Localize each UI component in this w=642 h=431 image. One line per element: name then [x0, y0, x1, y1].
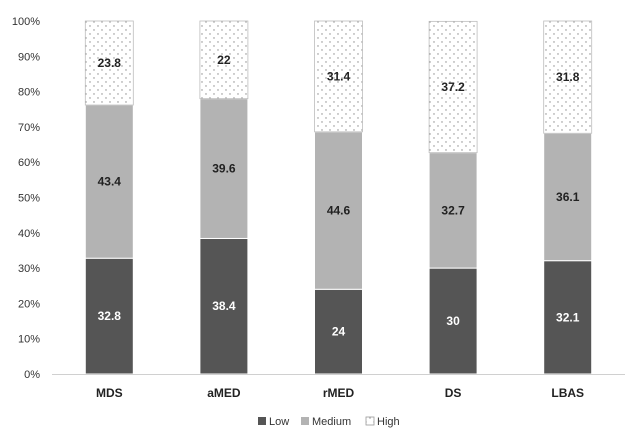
bar-segment-high: [428, 20, 478, 154]
x-axis: MDS aMED rMED DS LBAS: [52, 374, 625, 400]
y-tick-label: 20%: [18, 298, 40, 310]
y-tick-label: 50%: [18, 193, 40, 205]
x-tick-label: aMED: [207, 386, 241, 400]
bar-segment-high: [543, 20, 593, 134]
legend-label: Low: [269, 416, 289, 428]
data-label: 24: [332, 325, 346, 339]
y-tick-label: 30%: [18, 263, 40, 275]
x-tick-label: DS: [445, 386, 462, 400]
data-label: 39.6: [212, 162, 236, 176]
data-label: 30: [446, 314, 460, 328]
y-tick-label: 0%: [24, 369, 40, 381]
bar-segment-low: [428, 267, 478, 375]
data-label: 36.1: [556, 190, 580, 204]
x-tick-label: LBAS: [551, 386, 584, 400]
bar-segment-high: [314, 20, 363, 133]
bar-segment-medium: [199, 98, 249, 239]
y-axis: 0% 10% 20% 30% 40% 50% 60% 70% 80% 90% 100%: [12, 16, 40, 381]
legend: Low Medium High: [258, 416, 400, 428]
y-tick-label: 90%: [18, 51, 40, 63]
data-label: 38.4: [212, 299, 236, 313]
legend-swatch-high: [365, 416, 375, 426]
bar-segment-high: [199, 20, 249, 100]
legend-label: Medium: [312, 416, 351, 428]
data-label: 31.4: [327, 69, 351, 83]
bar-segment-medium: [428, 152, 478, 269]
legend-label: High: [377, 416, 400, 428]
data-label: 22: [217, 53, 231, 67]
legend-swatch-medium: [301, 417, 309, 425]
y-tick-label: 70%: [18, 122, 40, 134]
data-label: 44.6: [327, 204, 351, 218]
bar-segment-low: [199, 237, 249, 375]
bar-segment-medium: [314, 131, 363, 290]
bar-segment-medium: [84, 104, 134, 259]
y-tick-label: 60%: [18, 157, 40, 169]
y-tick-label: 10%: [18, 334, 40, 346]
legend-swatch-low: [258, 417, 266, 425]
data-label: 32.1: [556, 310, 580, 324]
data-label: 43.4: [98, 175, 122, 189]
data-label: 23.8: [98, 56, 122, 70]
x-tick-label: rMED: [323, 386, 355, 400]
x-tick-label: MDS: [96, 386, 123, 400]
bars: 32.8 43.4 23.8 38.4 39.6 22 24 44.6 31.4 30 32.7 37…: [84, 20, 593, 375]
y-tick-label: 100%: [12, 16, 40, 28]
data-label: 32.8: [98, 309, 122, 323]
data-label: 32.7: [441, 203, 465, 217]
data-label: 37.2: [441, 80, 465, 94]
data-label: 31.8: [556, 70, 580, 84]
bar-segment-low: [84, 257, 134, 375]
bar-segment-high: [84, 20, 134, 106]
y-tick-label: 80%: [18, 87, 40, 99]
y-tick-label: 40%: [18, 228, 40, 240]
